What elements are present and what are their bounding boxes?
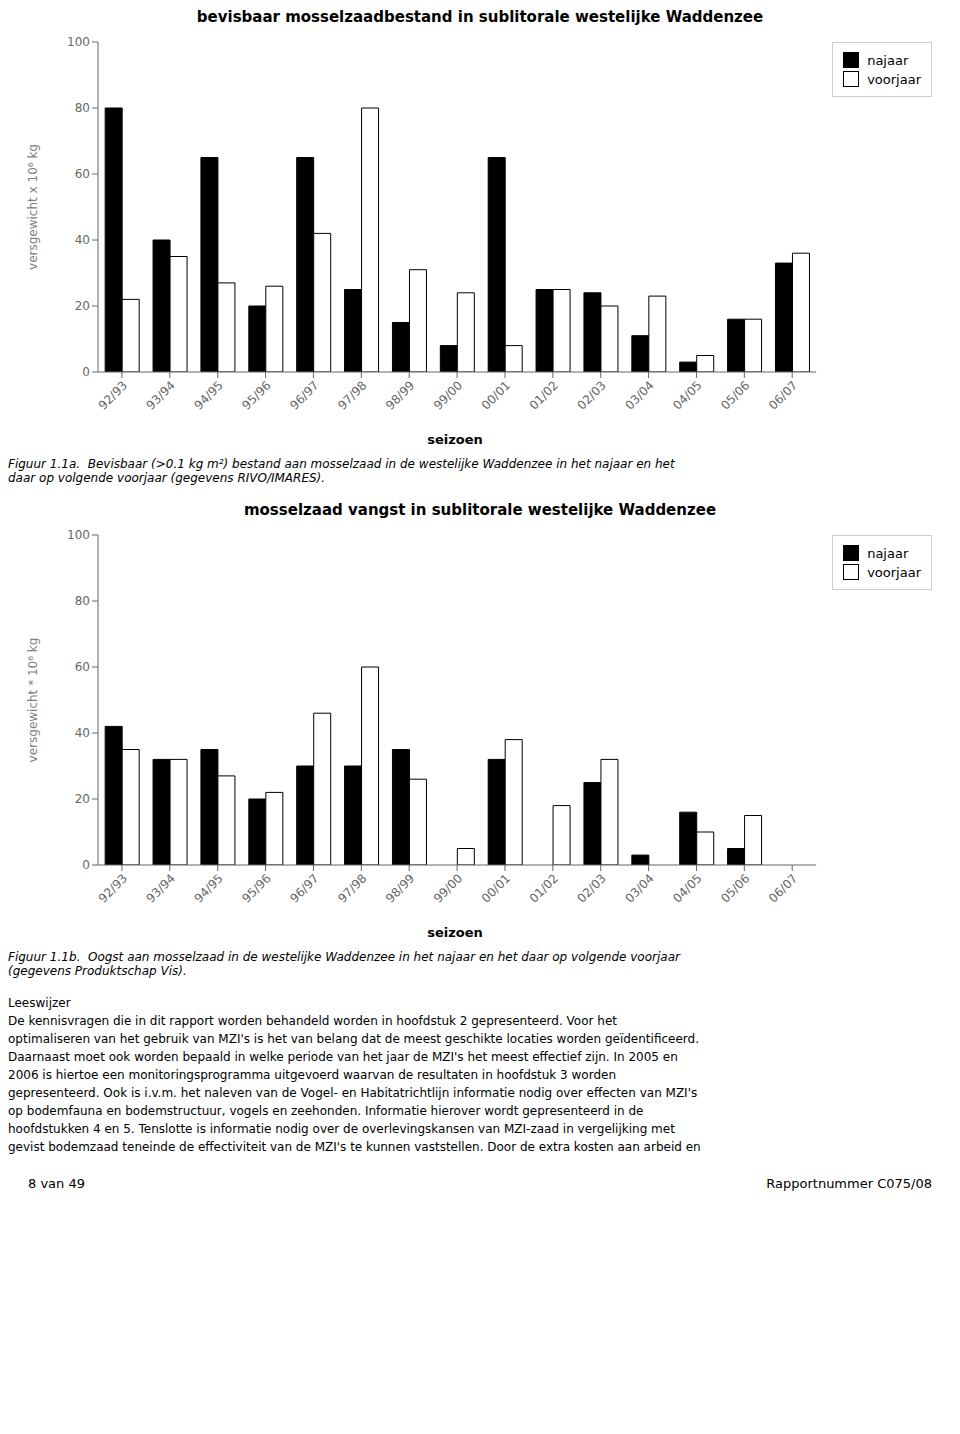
html-text:Figuur 1.1b. Oogst aan mosselz: Figuur 1.1b. Oogst aan mosselzaad in de …: [8, 950, 680, 964]
html-text:Rapportnummer C075/08: Rapportnummer C075/08: [766, 1176, 932, 1191]
svg-text:80: 80: [75, 101, 90, 115]
html-text:optimaliseren van het gebruik: optimaliseren van het gebruik van MZI's …: [8, 1032, 699, 1046]
svg-text:99/00: 99/00: [431, 871, 465, 905]
svg-text:95/96: 95/96: [239, 871, 273, 905]
svg-text:94/95: 94/95: [191, 871, 225, 905]
svg-text:80: 80: [75, 594, 90, 608]
svg-text:03/04: 03/04: [622, 871, 656, 905]
svg-text:94/95: 94/95: [191, 378, 225, 412]
svg-text:100: 100: [67, 528, 90, 542]
svg-text:60: 60: [75, 167, 90, 181]
html-text:najaar: najaar: [867, 52, 909, 68]
svg-text:98/99: 98/99: [383, 378, 417, 412]
html-text:Leeswijzer: Leeswijzer: [8, 996, 71, 1010]
svg-text:versgewicht * 10⁶ kg: versgewicht * 10⁶ kg: [26, 638, 40, 763]
svg-text:0: 0: [82, 365, 90, 379]
html-text:daar op volgende voorjaar (geg: daar op volgende voorjaar (gegevens RIVO…: [8, 471, 326, 485]
svg-text:04/05: 04/05: [670, 871, 704, 905]
svg-text:06/07: 06/07: [766, 378, 800, 412]
svg-text:100: 100: [67, 35, 90, 49]
svg-text:versgewicht x 10⁶ kg: versgewicht x 10⁶ kg: [26, 144, 40, 270]
html-text:najaar: najaar: [867, 545, 909, 561]
html-text:8 van 49: 8 van 49: [28, 1176, 85, 1191]
svg-text:93/94: 93/94: [144, 871, 178, 905]
svg-text:97/98: 97/98: [335, 378, 369, 412]
html-text:gevist bodemzaad teneinde de e: gevist bodemzaad teneinde de effectivite…: [8, 1140, 701, 1154]
html-text:bevisbaar mosselzaadbestand in: bevisbaar mosselzaadbestand in sublitora…: [196, 8, 764, 26]
svg-text:97/98: 97/98: [335, 871, 369, 905]
html-text:hoofdstukken 4 en 5. Tenslotte: hoofdstukken 4 en 5. Tenslotte is inform…: [8, 1122, 675, 1136]
svg-text:98/99: 98/99: [383, 871, 417, 905]
html-text:voorjaar: voorjaar: [867, 71, 921, 87]
svg-text:01/02: 01/02: [527, 871, 561, 905]
html-text:Figuur 1.1a. Bevisbaar (>0.1 k: Figuur 1.1a. Bevisbaar (>0.1 kg m²) best…: [8, 457, 675, 471]
svg-text:05/06: 05/06: [718, 378, 752, 412]
svg-text:96/97: 96/97: [287, 871, 321, 905]
html-text:seizoen: seizoen: [427, 432, 483, 447]
svg-text:00/01: 00/01: [479, 378, 513, 412]
svg-text:20: 20: [75, 299, 90, 313]
svg-text:03/04: 03/04: [622, 378, 656, 412]
html-text:De kennisvragen die in dit rap: De kennisvragen die in dit rapport worde…: [8, 1014, 617, 1028]
svg-text:00/01: 00/01: [479, 871, 513, 905]
svg-text:02/03: 02/03: [574, 871, 608, 905]
svg-text:96/97: 96/97: [287, 378, 321, 412]
html-text:seizoen: seizoen: [427, 925, 483, 940]
html-text:gepresenteerd. Ook is i.v.m. h: gepresenteerd. Ook is i.v.m. het naleven…: [8, 1086, 698, 1100]
svg-text:95/96: 95/96: [239, 378, 273, 412]
svg-text:40: 40: [75, 726, 90, 740]
svg-text:06/07: 06/07: [766, 871, 800, 905]
svg-text:92/93: 92/93: [96, 871, 130, 905]
svg-text:40: 40: [75, 233, 90, 247]
html-text:Daarnaast moet ook worden bepa: Daarnaast moet ook worden bepaald in wel…: [8, 1050, 678, 1064]
svg-text:99/00: 99/00: [431, 378, 465, 412]
svg-text:05/06: 05/06: [718, 871, 752, 905]
html-text:op bodemfauna en bodemstructuu: op bodemfauna en bodemstructuur, vogels …: [8, 1104, 644, 1118]
html-text:voorjaar: voorjaar: [867, 564, 921, 580]
svg-text:60: 60: [75, 660, 90, 674]
svg-text:0: 0: [82, 858, 90, 872]
svg-text:92/93: 92/93: [96, 378, 130, 412]
svg-text:02/03: 02/03: [574, 378, 608, 412]
svg-text:93/94: 93/94: [144, 378, 178, 412]
svg-text:01/02: 01/02: [527, 378, 561, 412]
svg-text:20: 20: [75, 792, 90, 806]
html-text:2006 is hiertoe een monitoring: 2006 is hiertoe een monitoringsprogramma…: [8, 1068, 616, 1082]
html-text:(gegevens Produktschap Vis).: (gegevens Produktschap Vis).: [8, 964, 187, 978]
html-text:mosselzaad vangst in sublitora: mosselzaad vangst in sublitorale westeli…: [243, 501, 717, 519]
svg-text:04/05: 04/05: [670, 378, 704, 412]
